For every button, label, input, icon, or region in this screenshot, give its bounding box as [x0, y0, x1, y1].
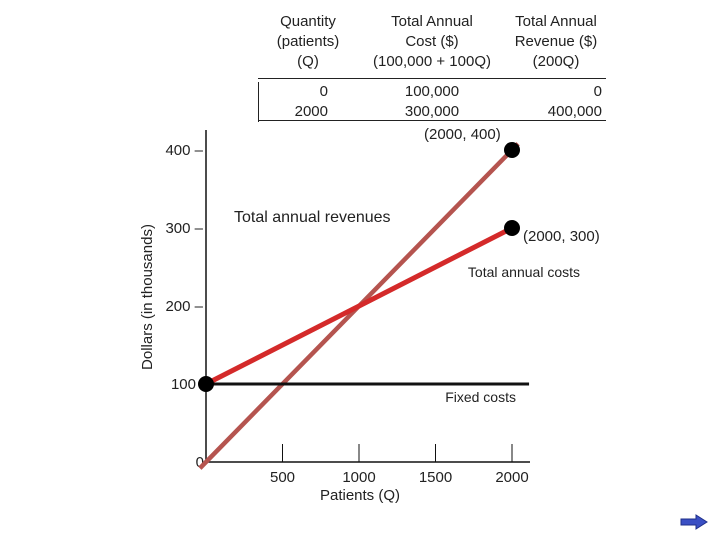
- table-left-border: [258, 82, 259, 122]
- point-label-cost-end: (2000, 300): [523, 228, 600, 245]
- header-line: (100,000 + 100Q): [372, 53, 491, 70]
- series-label-fixed: Fixed costs: [445, 389, 516, 405]
- y-tick-label: 200 –: [165, 298, 203, 315]
- data-point: [504, 142, 520, 158]
- table-values-revenue: 0 400,000: [506, 82, 602, 122]
- table-header-rule: [258, 78, 606, 79]
- table-cell: 300,000: [404, 103, 460, 120]
- y-tick-label: 100: [171, 376, 196, 393]
- table-cell: 100,000: [404, 83, 460, 100]
- y-axis-label: Dollars (in thousands): [139, 224, 156, 370]
- x-ticks: 500 1000 1500 2000: [270, 444, 529, 486]
- x-tick-label: 1000: [342, 469, 375, 486]
- table-cell: 0: [593, 83, 602, 100]
- series-label-revenues: Total annual revenues: [234, 209, 391, 226]
- header-line: (200Q): [532, 53, 580, 70]
- series-line-costs: [204, 225, 514, 387]
- next-arrow-icon[interactable]: [680, 514, 708, 530]
- y-tick-label: 0: [196, 454, 204, 471]
- point-label-revenue-end: (2000, 400): [424, 126, 501, 143]
- series-label-costs: Total annual costs: [468, 264, 580, 280]
- table-header-quantity: Quantity (patients) (Q): [258, 12, 358, 72]
- table-values-cost: 100,000 300,000: [362, 82, 502, 122]
- header-line: Revenue ($): [514, 33, 598, 50]
- table-values-quantity: 0 2000: [258, 82, 328, 122]
- data-point: [198, 376, 214, 392]
- x-tick-label: 2000: [495, 469, 528, 486]
- series-layer: [198, 142, 530, 470]
- table-header-revenue: Total Annual Revenue ($) (200Q): [506, 12, 606, 72]
- table-cell: 2000: [294, 103, 328, 120]
- data-point: [504, 220, 520, 236]
- x-tick-label: 1500: [419, 469, 452, 486]
- table-cell: 0: [319, 83, 328, 100]
- table-cell: 400,000: [547, 103, 602, 120]
- x-axis-label: Patients (Q): [320, 487, 400, 504]
- points-layer: [198, 142, 520, 392]
- table-header-cost: Total Annual Cost ($) (100,000 + 100Q): [362, 12, 502, 72]
- header-line: Total Annual: [391, 13, 473, 30]
- y-tick-label: 400 –: [165, 142, 203, 159]
- header-line: Quantity: [280, 13, 336, 30]
- header-line: (patients): [276, 33, 340, 50]
- y-tick-labels: 0 100 200 – 300 – 400 –: [165, 142, 204, 471]
- header-line: Total Annual: [515, 13, 597, 30]
- y-tick-label: 300 –: [165, 220, 203, 237]
- header-line: Cost ($): [405, 33, 459, 50]
- x-tick-label: 500: [270, 469, 295, 486]
- table-bottom-rule: [258, 120, 606, 121]
- header-line: (Q): [297, 53, 319, 70]
